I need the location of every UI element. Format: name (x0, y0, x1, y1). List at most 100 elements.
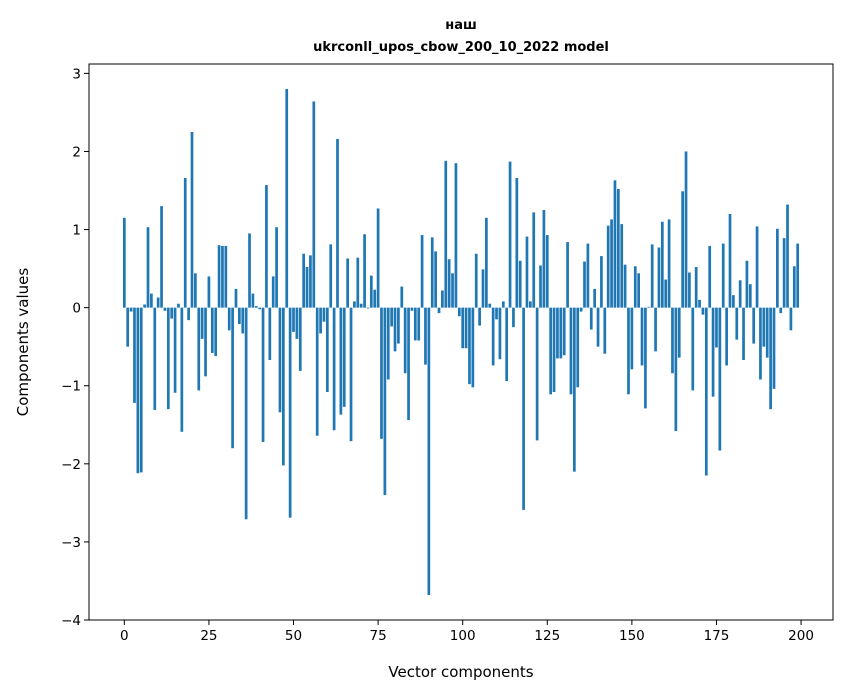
bar-160 (664, 279, 668, 308)
bar-56 (312, 101, 316, 308)
bar-140 (596, 307, 600, 347)
bar-58 (319, 307, 322, 334)
bar-99 (457, 307, 461, 317)
bar-130 (562, 307, 566, 356)
bar-136 (583, 261, 586, 308)
bar-174 (711, 307, 715, 397)
bar-88 (420, 235, 424, 308)
bar-74 (373, 289, 377, 308)
bar-175 (715, 307, 718, 348)
bar-48 (285, 88, 289, 308)
bar-107 (485, 217, 488, 308)
bar-0 (122, 217, 126, 308)
bar-108 (488, 303, 492, 308)
bar-60 (325, 307, 329, 392)
bar-103 (471, 307, 475, 388)
bar-176 (718, 307, 722, 451)
y-tick-label: −1 (61, 379, 81, 395)
bar-137 (586, 243, 590, 308)
bar-141 (600, 256, 603, 308)
bar-143 (606, 225, 610, 308)
bar-9 (153, 307, 157, 410)
x-tick-label: 75 (370, 628, 387, 644)
bar-36 (244, 307, 248, 520)
bar-185 (748, 284, 752, 308)
bar-29 (221, 245, 224, 308)
bar-4 (136, 307, 140, 474)
bar-171 (701, 307, 705, 315)
bar-15 (173, 307, 177, 393)
bar-183 (742, 307, 745, 360)
bar-152 (637, 273, 640, 308)
bar-8 (150, 293, 153, 308)
bar-189 (762, 307, 766, 347)
bar-2 (129, 307, 133, 312)
bar-27 (214, 307, 218, 357)
bar-123 (539, 265, 542, 308)
bar-57 (315, 307, 319, 436)
plot-frame (88, 63, 834, 621)
bar-6 (143, 304, 146, 308)
bar-24 (204, 307, 207, 377)
bar-50 (292, 307, 295, 332)
y-axis-label: Components values (14, 268, 32, 417)
bar-138 (589, 307, 593, 330)
bar-121 (532, 212, 536, 308)
bar-129 (559, 307, 563, 359)
bar-55 (309, 255, 312, 308)
bar-115 (512, 307, 515, 328)
bar-77 (383, 307, 387, 496)
bar-53 (302, 253, 306, 308)
bar-186 (752, 307, 756, 344)
bar-187 (755, 226, 759, 308)
bars-group (122, 88, 800, 596)
chart-title-line-2: ukrconll_upos_cbow_200_10_2022 model (313, 40, 609, 55)
bar-116 (515, 178, 519, 308)
bar-94 (441, 290, 444, 308)
bar-71 (363, 234, 366, 308)
bar-66 (346, 258, 350, 308)
bar-134 (576, 307, 580, 388)
bar-3 (133, 307, 136, 403)
bar-199 (796, 243, 800, 308)
bar-98 (454, 163, 458, 308)
x-tick-label: 50 (285, 628, 302, 644)
y-axis-ticks: −4 −3 −2 −1 0 1 2 3 (61, 66, 89, 629)
bar-173 (708, 245, 712, 308)
bar-195 (782, 238, 786, 308)
bar-132 (569, 307, 573, 395)
bar-100 (461, 307, 465, 349)
bar-193 (776, 228, 779, 308)
bar-157 (654, 307, 657, 352)
bar-64 (339, 307, 343, 415)
bar-154 (644, 307, 647, 409)
bar-170 (698, 299, 701, 308)
bar-85 (410, 307, 414, 311)
bar-79 (390, 307, 393, 327)
bar-128 (556, 307, 559, 359)
bar-156 (650, 244, 654, 308)
bar-44 (271, 276, 275, 308)
bar-5 (139, 307, 143, 473)
bar-96 (447, 259, 451, 308)
bar-159 (660, 221, 664, 308)
bar-16 (177, 303, 180, 308)
bar-86 (413, 307, 417, 341)
bar-70 (359, 303, 363, 308)
x-tick-label: 125 (534, 628, 560, 644)
bar-21 (194, 273, 197, 308)
bar-46 (278, 307, 282, 413)
bar-133 (572, 307, 576, 472)
bar-147 (620, 224, 624, 308)
bar-26 (210, 307, 214, 353)
x-tick-label: 150 (619, 628, 645, 644)
bar-105 (478, 307, 481, 326)
bar-119 (525, 236, 529, 308)
bar-42 (265, 185, 268, 308)
bar-197 (789, 307, 793, 331)
y-tick-label: −2 (61, 457, 81, 473)
bar-37 (248, 233, 251, 308)
bar-33 (234, 288, 238, 308)
bar-97 (451, 273, 454, 308)
bar-68 (353, 301, 356, 308)
